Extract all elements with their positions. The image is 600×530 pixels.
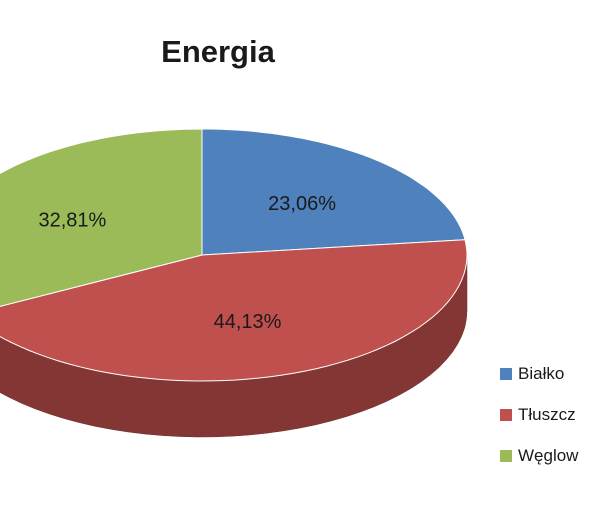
legend-label: Białko [518, 364, 565, 383]
pie-slice-węglow [0, 128, 203, 307]
pie-slice-tłuszcz [0, 239, 468, 382]
data-label-białko: 23,06% [268, 193, 336, 215]
data-labels: 23,06% 44,13% 32,81% [38, 193, 336, 333]
legend-item-węglow: Węglow [500, 446, 578, 466]
pie-slice-białko [201, 128, 466, 256]
legend-swatch [500, 368, 512, 380]
legend: Białko Tłuszcz Węglow [500, 364, 578, 487]
data-label-tłuszcz: 44,13% [214, 311, 282, 333]
legend-label: Tłuszcz [518, 405, 576, 424]
chart-title: Energia [161, 34, 275, 69]
legend-label: Węglow [518, 446, 579, 465]
legend-item-białko: Białko [500, 364, 578, 384]
legend-swatch [500, 409, 512, 421]
data-label-węglow: 32,81% [38, 209, 106, 231]
pie-top-layer [0, 128, 468, 382]
legend-swatch [500, 450, 512, 462]
legend-item-tłuszcz: Tłuszcz [500, 405, 578, 425]
